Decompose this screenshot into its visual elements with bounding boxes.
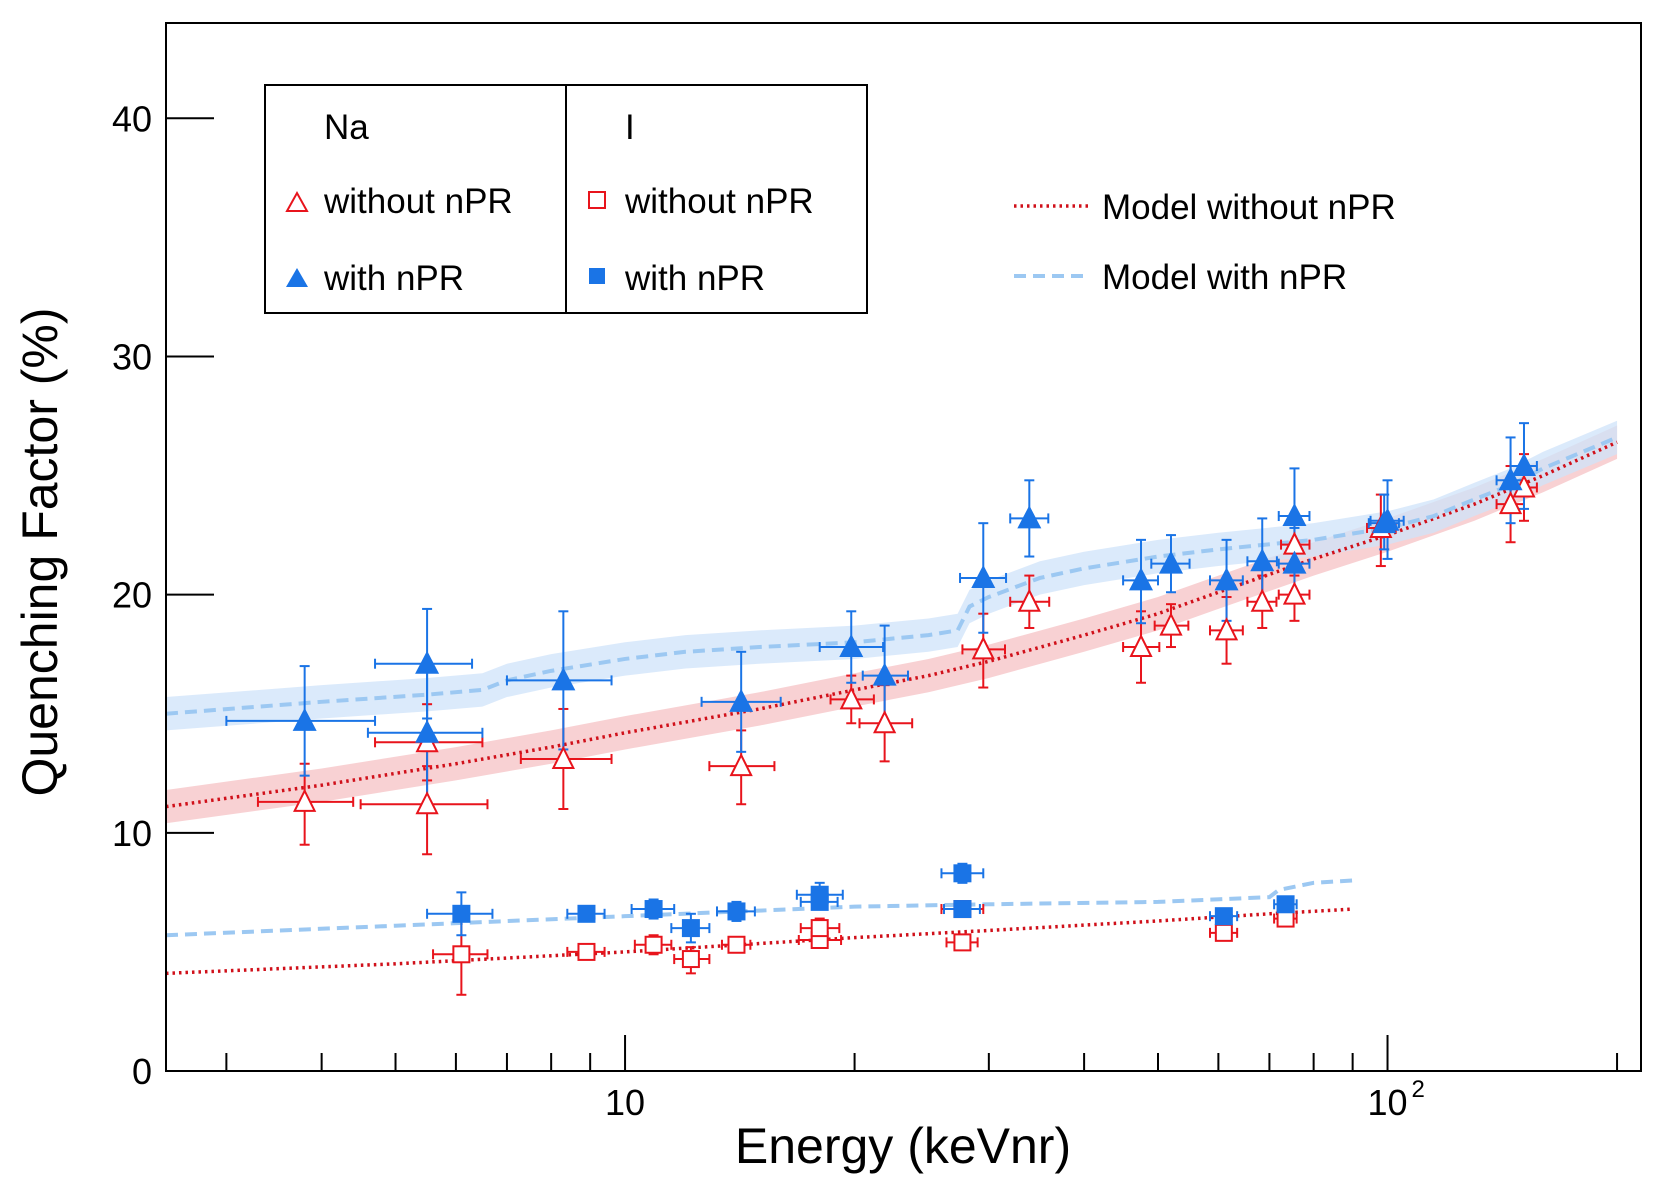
data-point-na-with-npr	[1282, 503, 1307, 527]
model-bands	[166, 420, 1618, 824]
x-tick-label-exponent: 2	[1412, 1076, 1425, 1103]
data-point-na-without-npr	[729, 752, 753, 777]
legend-label-i-with: with nPR	[624, 259, 765, 298]
data-point-na-without-npr	[1498, 490, 1523, 515]
data-point-i-without-npr	[810, 919, 829, 938]
data-point-na-without-npr	[415, 791, 439, 815]
y-tick-label: 20	[112, 575, 152, 616]
legend-label-na-without: without nPR	[323, 182, 513, 221]
data-point-na-without-npr	[293, 788, 317, 812]
y-axis-label: Quenching Factor (%)	[12, 307, 68, 796]
data-point-na-with-npr	[1158, 550, 1183, 574]
data-point-na-with-npr	[839, 634, 864, 658]
y-tick-label: 30	[112, 336, 152, 377]
data-point-i-with-npr	[953, 864, 972, 883]
data-point-i-without-npr	[681, 950, 700, 969]
model-band	[166, 420, 1618, 731]
data-point-na-with-npr	[1282, 550, 1307, 574]
data-point-na-without-npr	[839, 686, 863, 710]
data-point-i-with-npr	[452, 904, 471, 923]
legend-header-i: I	[625, 108, 635, 147]
data-point-na-with-npr	[415, 719, 440, 743]
model-curve	[165, 878, 1353, 938]
data-point-i-with-npr	[577, 904, 596, 923]
x-tick-label: 10	[1368, 1082, 1408, 1123]
y-tick-label: 0	[132, 1051, 152, 1092]
data-point-i-without-npr	[953, 933, 972, 952]
legend-marker-na-with	[286, 268, 308, 287]
data-markers	[292, 453, 1536, 969]
model-band	[166, 425, 1618, 824]
legend-marker-i-without	[588, 191, 606, 209]
data-point-i-with-npr	[1276, 895, 1295, 914]
data-point-na-without-npr	[873, 710, 897, 734]
legend-marker-i-with	[589, 268, 605, 284]
plot-frame	[165, 22, 1642, 1072]
legend-header-na: Na	[324, 108, 369, 147]
data-point-na-with-npr	[872, 662, 897, 686]
data-point-i-without-npr	[727, 935, 746, 954]
data-point-na-with-npr	[1214, 567, 1239, 591]
model-curve	[165, 907, 1353, 976]
data-point-na-with-npr	[1129, 567, 1154, 591]
data-point-i-with-npr	[1214, 907, 1233, 926]
data-point-na-with-npr	[1017, 505, 1042, 529]
y-tick-label: 10	[112, 813, 152, 854]
data-point-i-without-npr	[1214, 923, 1233, 942]
data-point-i-with-npr	[810, 892, 829, 911]
data-point-na-without-npr	[1017, 588, 1041, 612]
data-point-na-with-npr	[729, 688, 754, 712]
data-point-na-with-npr	[1511, 453, 1536, 477]
y-tick-label: 40	[112, 98, 152, 139]
x-axis-label: Energy (keVnr)	[735, 1118, 1071, 1174]
data-point-i-without-npr	[644, 935, 663, 954]
legend-marker-na-without	[285, 190, 309, 212]
data-point-na-without-npr	[1282, 581, 1307, 605]
data-point-na-with-npr	[551, 667, 576, 691]
data-point-i-with-npr	[644, 900, 663, 919]
data-point-na-without-npr	[1159, 612, 1183, 636]
data-point-i-with-npr	[953, 900, 972, 919]
model-curve	[165, 440, 1618, 809]
data-point-na-without-npr	[971, 636, 995, 660]
data-point-na-with-npr	[971, 564, 996, 588]
data-point-na-without-npr	[551, 745, 575, 769]
data-point-na-without-npr	[1250, 588, 1274, 612]
x-tick-label: 10	[605, 1082, 645, 1123]
data-point-i-without-npr	[452, 945, 471, 964]
data-point-na-with-npr	[415, 650, 440, 674]
model-legend: Model without nPR Model with nPR	[1014, 188, 1396, 297]
legend-label-na-with: with nPR	[323, 259, 464, 298]
data-point-i-with-npr	[681, 919, 700, 938]
legend-label-model-without: Model without nPR	[1102, 188, 1396, 227]
data-point-na-with-npr	[1498, 467, 1523, 491]
data-point-i-with-npr	[727, 902, 746, 921]
data-point-na-with-npr	[292, 707, 317, 731]
legend-label-model-with: Model with nPR	[1102, 258, 1347, 297]
data-point-na-with-npr	[1250, 548, 1275, 572]
data-point-i-without-npr	[577, 942, 596, 961]
legend-box: Na I without nPR with nPR without nPR wi…	[264, 84, 868, 314]
data-point-na-without-npr	[1129, 633, 1153, 658]
legend-label-i-without: without nPR	[624, 182, 814, 221]
data-point-na-without-npr	[1214, 617, 1239, 641]
data-point-na-with-npr	[1372, 510, 1397, 534]
